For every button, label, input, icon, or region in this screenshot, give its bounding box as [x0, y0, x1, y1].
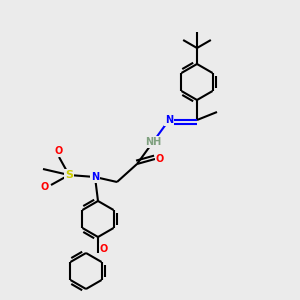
Text: N: N	[91, 172, 99, 182]
Text: NH: NH	[145, 137, 161, 147]
Text: O: O	[41, 182, 49, 192]
Text: S: S	[65, 170, 73, 180]
Text: N: N	[165, 115, 173, 125]
Text: O: O	[156, 154, 164, 164]
Text: O: O	[100, 244, 108, 254]
Text: O: O	[55, 146, 63, 156]
